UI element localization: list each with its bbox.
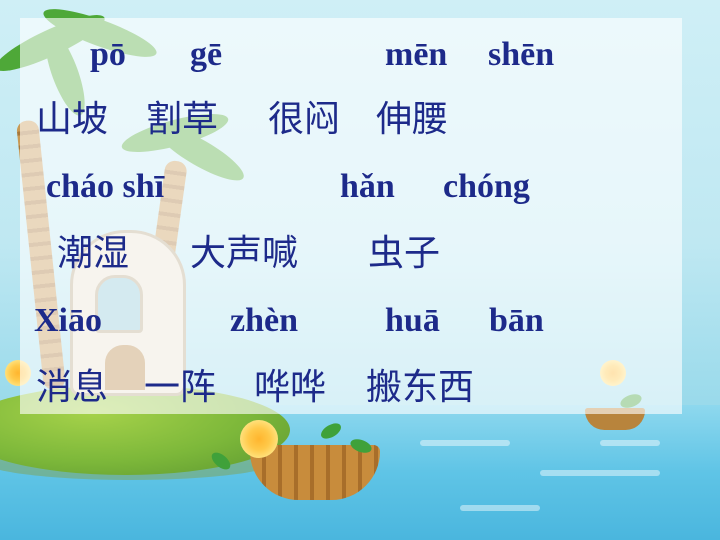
- word-chongzi: 虫子: [368, 233, 441, 274]
- word-gecao: 割草: [146, 99, 219, 140]
- word-xiaoxi: 消息: [36, 367, 109, 408]
- word-huahua: 哗哗: [254, 367, 327, 408]
- word-henmen: 很闷: [268, 99, 341, 140]
- word-bandongxi: 搬东西: [366, 367, 475, 408]
- pinyin-shen: shēn: [488, 36, 555, 73]
- word-shenyao: 伸腰: [376, 99, 449, 140]
- wave-decoration: [600, 440, 660, 446]
- word-shanpo: 山坡: [36, 99, 109, 140]
- pinyin-ge: gē: [190, 36, 223, 73]
- pinyin-po: pō: [90, 36, 126, 73]
- word-dashenghan: 大声喊: [190, 233, 299, 274]
- wave-decoration: [420, 440, 510, 446]
- text-panel: [20, 18, 682, 414]
- pinyin-ban: bān: [489, 302, 544, 339]
- pinyin-chong: chóng: [443, 168, 530, 205]
- wave-decoration: [460, 505, 540, 511]
- pinyin-hua: huā: [385, 302, 440, 339]
- wave-decoration: [540, 470, 660, 476]
- pinyin-zhen: zhèn: [230, 302, 298, 339]
- flower-icon: [240, 420, 278, 458]
- word-yizhen: 一阵: [144, 367, 217, 408]
- pinyin-xiao: Xiāo: [34, 302, 102, 339]
- pinyin-han: hǎn: [340, 168, 395, 205]
- boat-icon: [250, 445, 380, 500]
- pinyin-men: mēn: [385, 36, 448, 73]
- word-chaoshi: 潮湿: [57, 233, 130, 274]
- pinyin-chaoshi: cháo shī: [46, 168, 165, 205]
